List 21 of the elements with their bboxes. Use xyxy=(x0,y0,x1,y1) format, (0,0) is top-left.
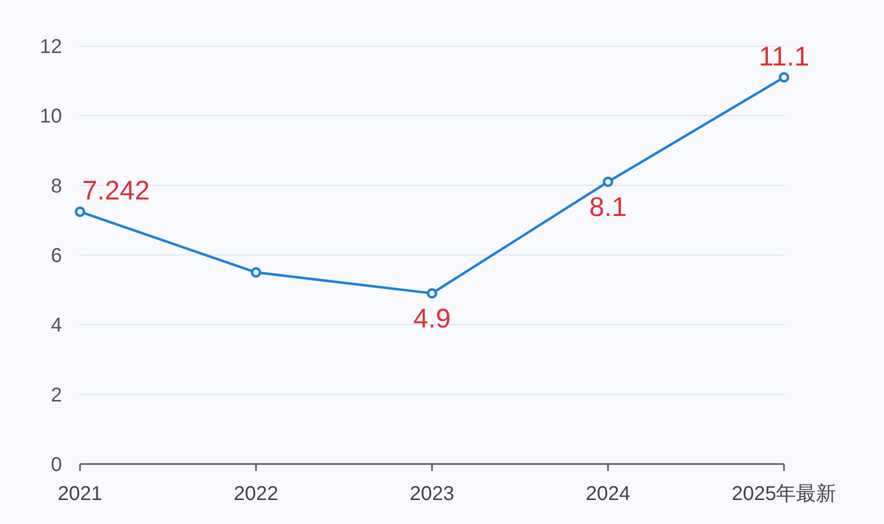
point xyxy=(426,288,438,299)
point xyxy=(250,267,262,278)
y-tick-label: 4 xyxy=(50,314,62,337)
x-tick-label: 2021 xyxy=(58,483,102,505)
point xyxy=(602,176,614,188)
y-tick-label: 0 xyxy=(50,454,62,476)
y-tick-label: 6 xyxy=(50,245,62,267)
y-tick-label: 12 xyxy=(40,36,62,58)
x-tick-label: 2023 xyxy=(410,483,454,505)
data-label: 8.1 xyxy=(589,192,627,222)
x-tick-label: 2024 xyxy=(586,483,630,505)
y-tick-label: 2 xyxy=(50,384,62,406)
point xyxy=(778,72,790,83)
data-label: 4.9 xyxy=(413,303,451,334)
data-label: 11.1 xyxy=(758,41,810,72)
y-tick-label: 8 xyxy=(50,175,62,198)
y-tick-label: 10 xyxy=(40,106,62,128)
x-tick-label: 2025年最新 xyxy=(732,483,836,505)
point xyxy=(74,206,86,217)
data-label: 7.242 xyxy=(82,176,150,206)
x-tick-label: 2022 xyxy=(234,483,278,505)
